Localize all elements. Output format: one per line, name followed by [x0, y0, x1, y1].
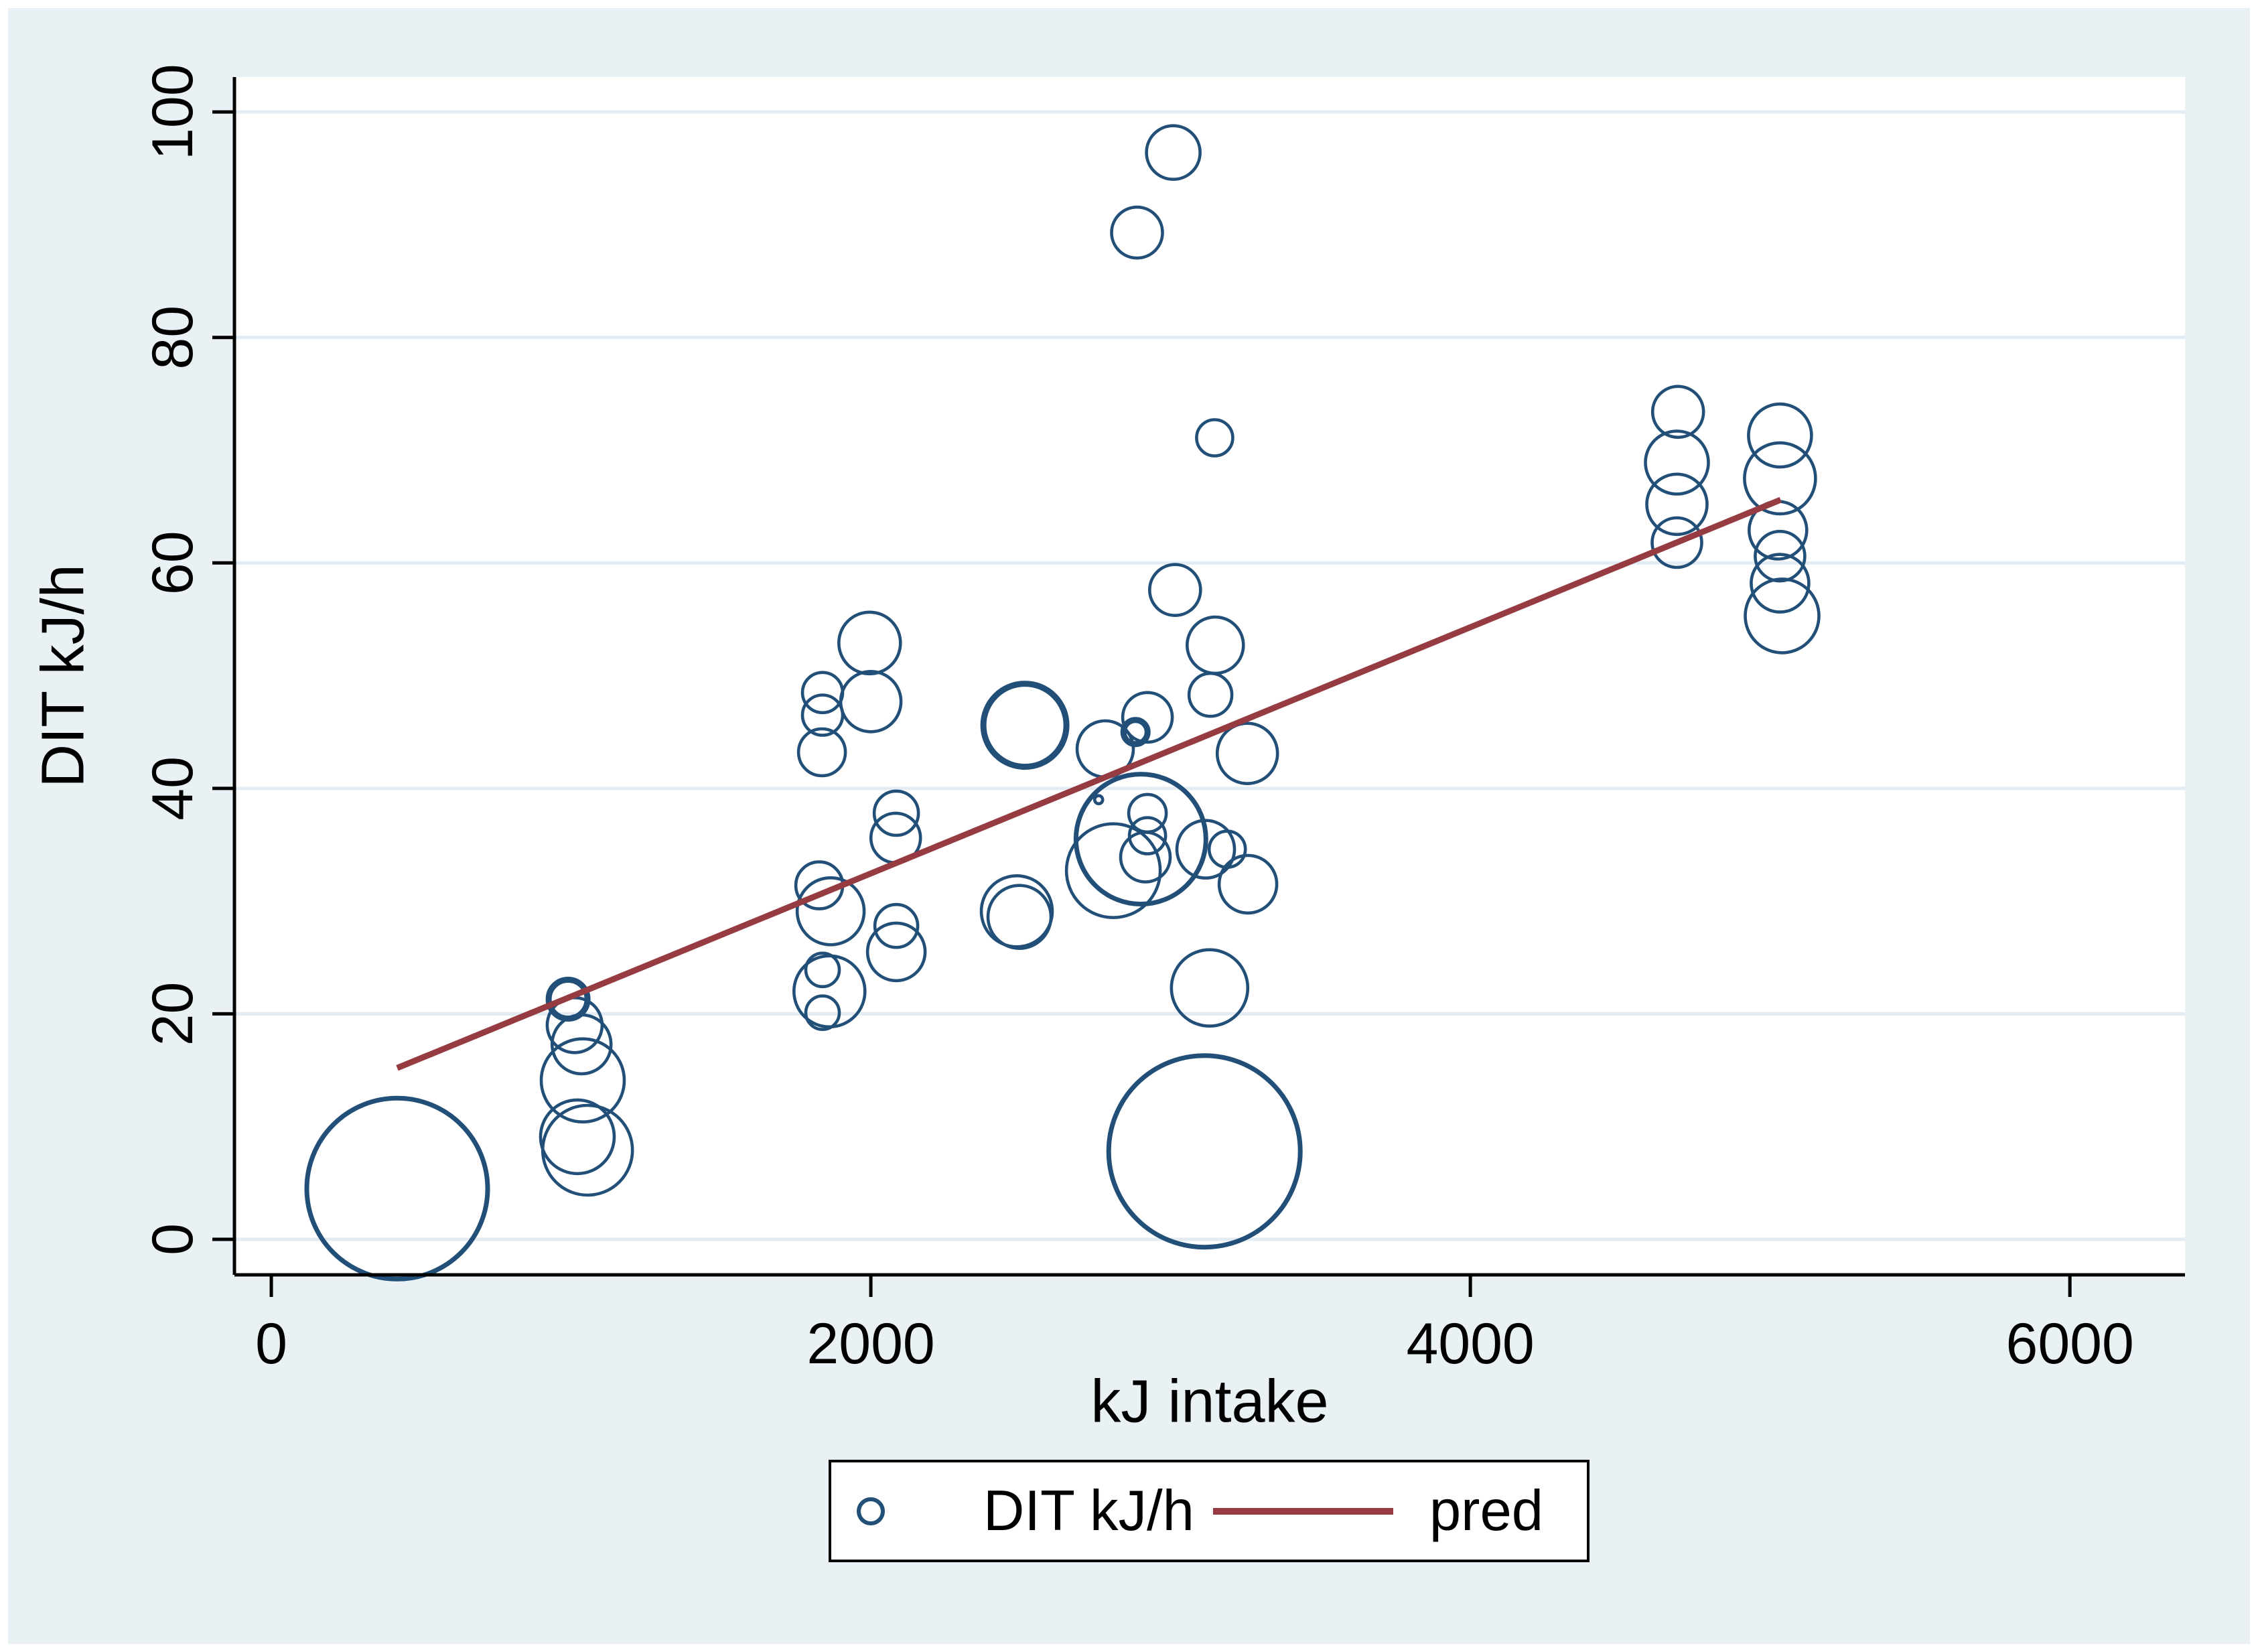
y-tick-label-0: 0 — [141, 1223, 205, 1255]
y-tick-label-20: 20 — [141, 982, 205, 1046]
data-point — [1064, 822, 1162, 919]
data-point — [1187, 671, 1234, 718]
data-point — [541, 1103, 634, 1197]
data-point — [873, 902, 920, 949]
data-point — [1121, 691, 1174, 744]
data-point — [1148, 563, 1202, 618]
legend-label-dit: DIT kJ/h — [983, 1478, 1194, 1543]
data-point — [865, 921, 927, 983]
data-point — [1106, 1053, 1303, 1250]
data-point — [550, 1013, 613, 1076]
data-point — [1073, 772, 1208, 907]
data-point — [837, 610, 902, 676]
data-point — [1110, 205, 1164, 260]
y-tick-label-100: 100 — [141, 64, 205, 160]
pred-line — [396, 496, 1782, 1071]
data-point — [804, 994, 841, 1031]
data-point — [304, 1095, 490, 1282]
data-point — [1743, 441, 1817, 516]
data-point — [1145, 124, 1202, 181]
data-point — [1754, 529, 1807, 583]
data-point — [1750, 553, 1811, 614]
data-point — [986, 884, 1053, 950]
y-tick-label-80: 80 — [141, 305, 205, 370]
data-point — [1175, 819, 1237, 880]
x-axis-title: kJ intake — [1090, 1368, 1329, 1436]
data-point — [1645, 472, 1709, 537]
y-tick-label-60: 60 — [141, 531, 205, 595]
data-point — [1215, 721, 1279, 785]
data-point — [1120, 717, 1151, 748]
data-point — [1744, 577, 1821, 655]
data-point — [539, 1098, 616, 1176]
x-tick-label-6000: 6000 — [2005, 1312, 2133, 1376]
data-point — [1127, 816, 1168, 855]
data-point — [795, 876, 866, 947]
data-point — [1217, 853, 1279, 915]
data-point — [1650, 516, 1703, 569]
y-tick-label-40: 40 — [141, 756, 205, 821]
data-point — [1747, 402, 1813, 469]
data-point — [1644, 429, 1710, 496]
legend: DIT kJ/h pred — [829, 1460, 1590, 1562]
x-tick-label-4000: 4000 — [1406, 1312, 1534, 1376]
scatter-marker-icon — [857, 1497, 885, 1525]
data-point — [1119, 831, 1172, 884]
data-point — [539, 1037, 626, 1123]
data-point — [1170, 948, 1250, 1028]
line-marker-icon — [1212, 1507, 1393, 1515]
data-point — [1650, 385, 1705, 439]
legend-label-pred: pred — [1429, 1478, 1544, 1543]
data-point — [839, 670, 903, 734]
data-point — [980, 681, 1070, 770]
data-point — [872, 789, 920, 837]
plot-area — [234, 77, 2185, 1275]
data-point — [796, 727, 847, 778]
data-point — [1195, 418, 1234, 458]
x-tick-label-2000: 2000 — [806, 1312, 934, 1376]
data-point — [1207, 829, 1247, 869]
data-point — [804, 951, 841, 989]
y-axis-title: DIT kJ/h — [29, 564, 97, 788]
x-tick-label-0: 0 — [255, 1312, 287, 1376]
data-point — [1092, 794, 1105, 805]
